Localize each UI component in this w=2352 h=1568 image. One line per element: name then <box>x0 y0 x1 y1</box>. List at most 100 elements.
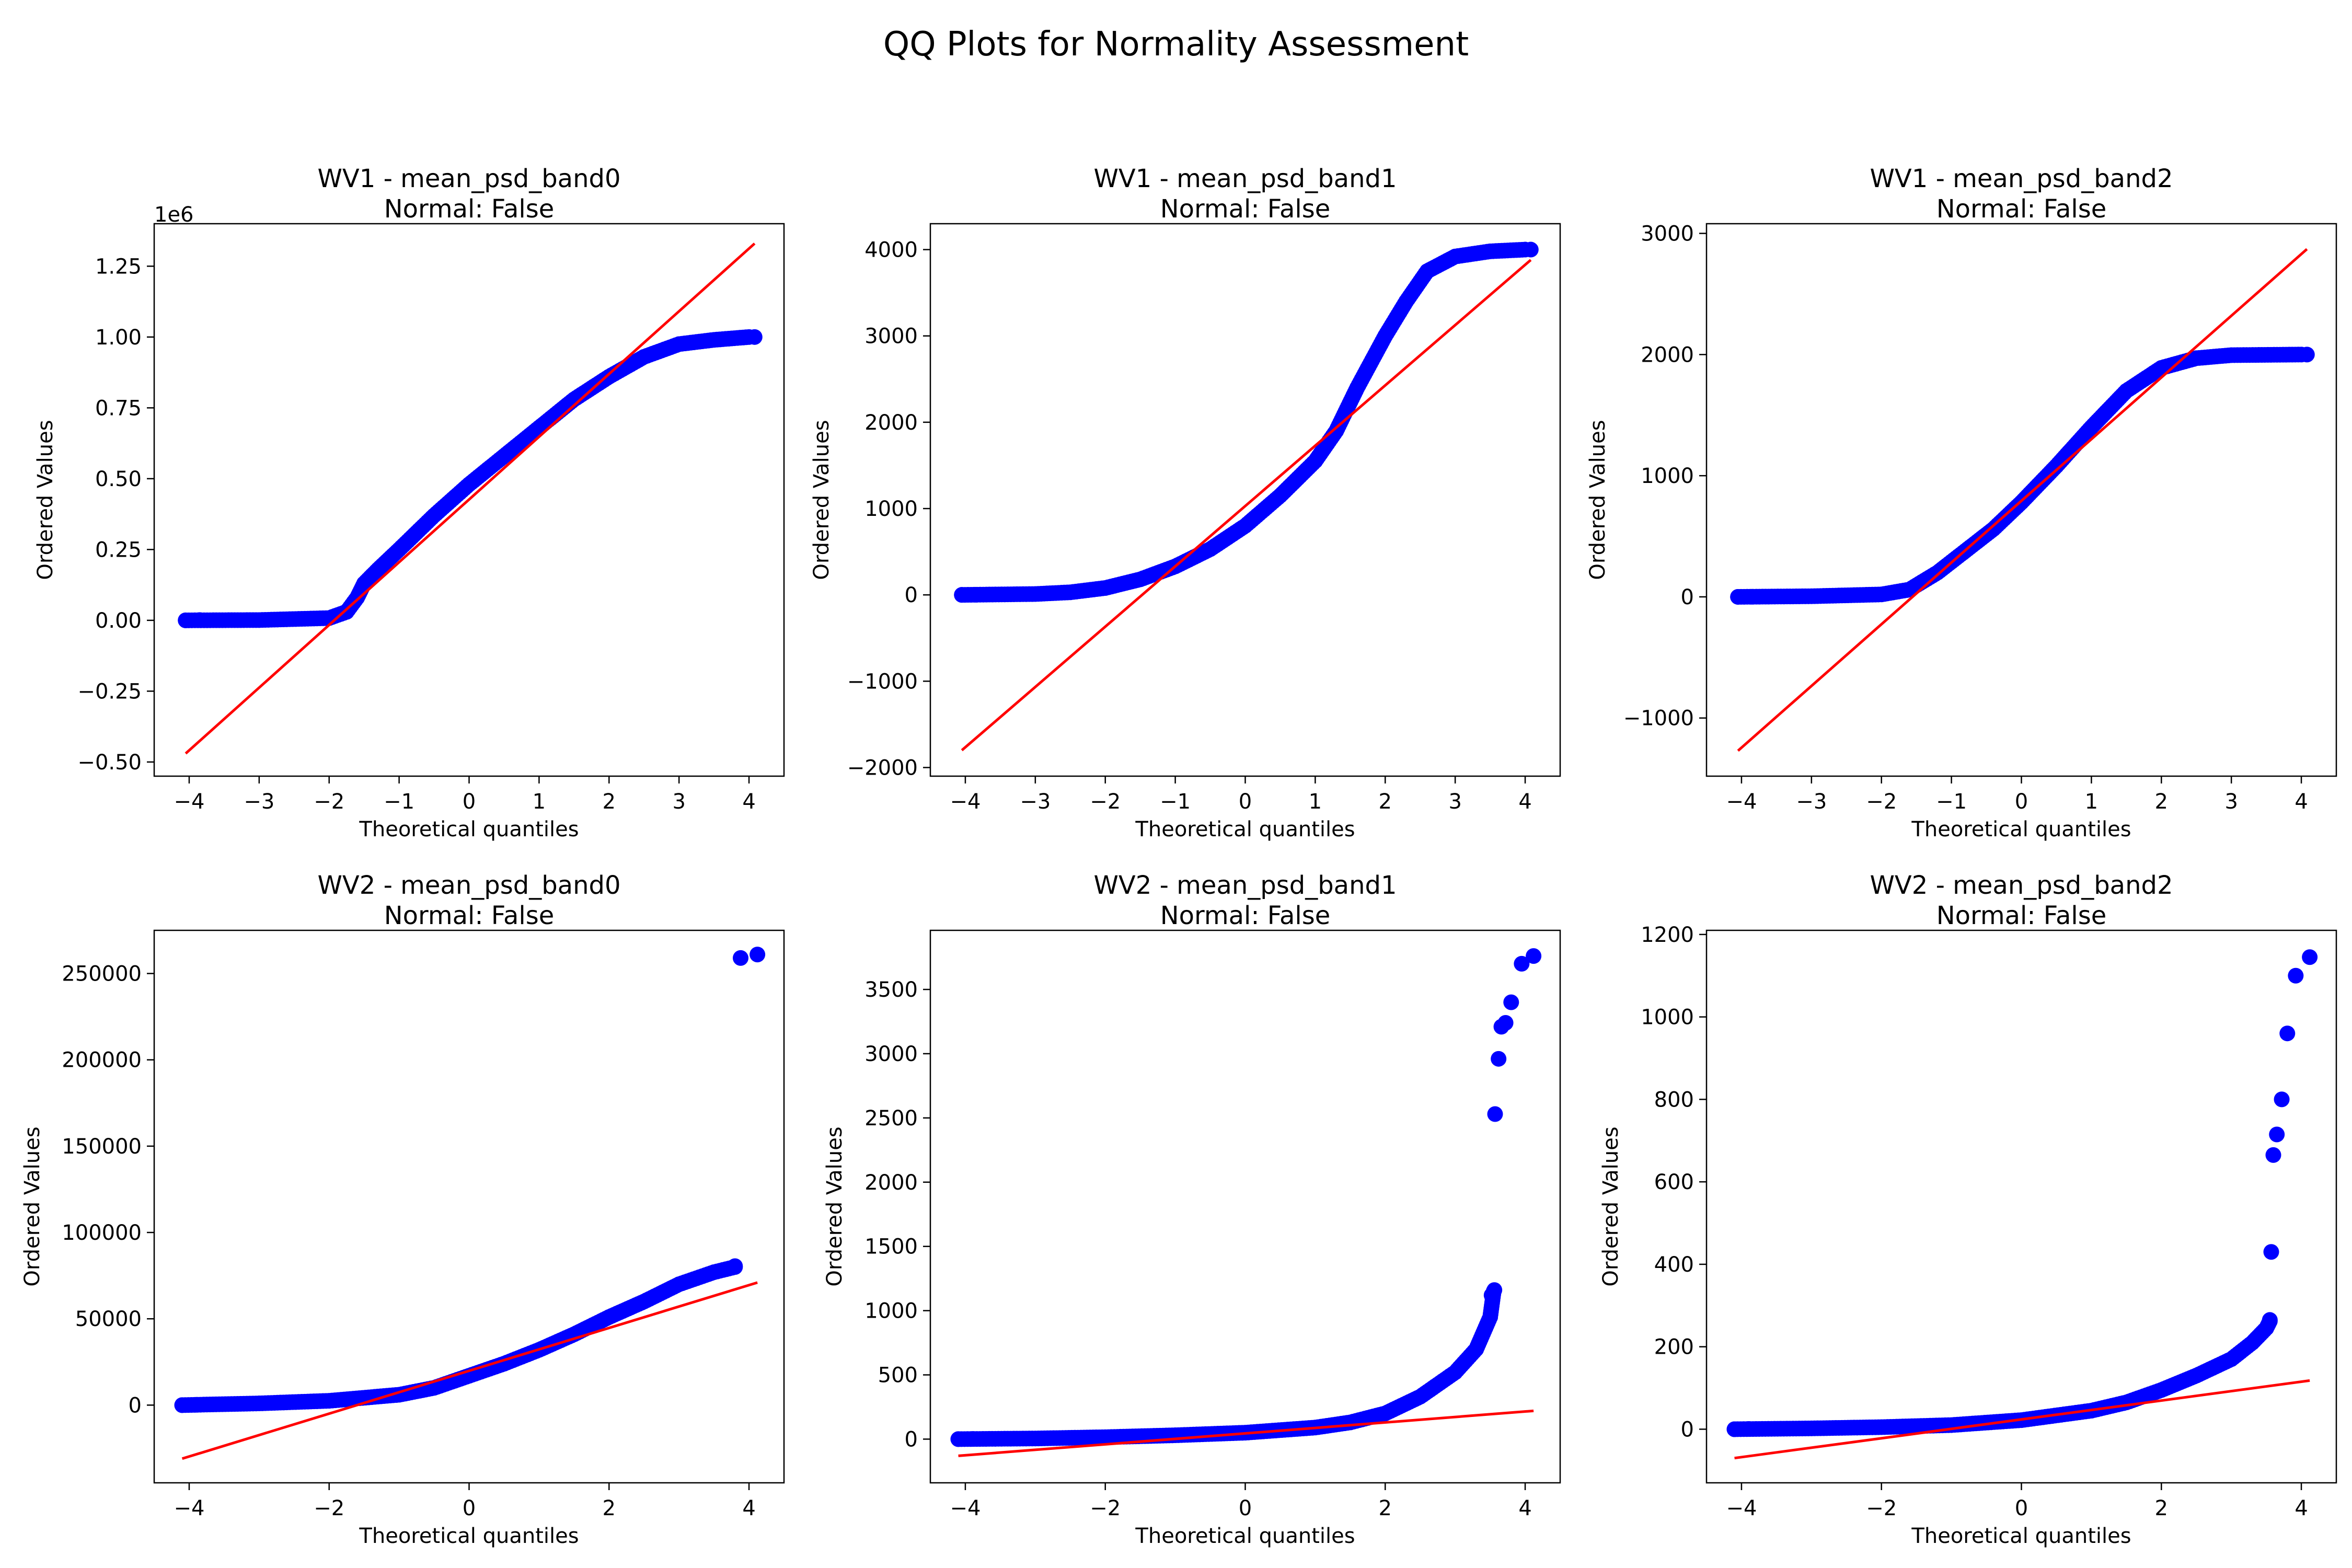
x-tick-label: 4 <box>2295 790 2308 814</box>
subplot-subtitle: Normal: False <box>1936 901 2107 930</box>
x-tick-label: 2 <box>2155 1496 2168 1520</box>
y-axis-label: Ordered Values <box>20 1126 44 1286</box>
y-tick-label: 3000 <box>864 1042 918 1066</box>
x-axis-label: Theoretical quantiles <box>1911 1524 2131 1548</box>
y-tick-label: 3000 <box>864 325 918 349</box>
axes-frame <box>1705 929 2337 1484</box>
data-point <box>2274 1091 2290 1108</box>
data-point <box>1740 1421 1757 1437</box>
y-tick-label: 0 <box>1681 585 1694 609</box>
data-point <box>964 1431 981 1447</box>
x-tick-label: −4 <box>950 790 981 814</box>
subplot-title: WV2 - mean_psd_band2 <box>1870 871 2173 900</box>
y-axis-label: Ordered Values <box>33 420 57 580</box>
data-point <box>1744 589 1760 605</box>
y-tick-label: 150000 <box>62 1135 142 1159</box>
x-axis-label: Theoretical quantiles <box>359 1524 579 1548</box>
y-tick-label: 500 <box>878 1364 918 1388</box>
y-tick-label: 1.00 <box>95 326 142 350</box>
data-point <box>1503 994 1519 1010</box>
y-tick-label: 1000 <box>1641 464 1694 488</box>
data-point <box>1523 241 1539 258</box>
data-point <box>1491 1051 1507 1067</box>
x-axis-label: Theoretical quantiles <box>1135 1524 1355 1548</box>
data-point <box>174 1397 190 1413</box>
fit-line <box>961 259 1532 752</box>
data-point <box>746 329 763 345</box>
y-tick-label: 1000 <box>864 497 918 521</box>
plot-area <box>950 948 1542 1457</box>
fit-line <box>1734 1379 2310 1460</box>
x-tick-label: 3 <box>2224 790 2238 814</box>
y-tick-label: 600 <box>1654 1170 1694 1194</box>
data-point <box>1514 955 1530 972</box>
x-axis-label: Theoretical quantiles <box>359 817 579 841</box>
data-point <box>178 612 194 628</box>
x-tick-label: 0 <box>463 1496 476 1520</box>
data-point <box>2269 1126 2285 1143</box>
x-tick-label: 0 <box>2015 790 2028 814</box>
y-tick-label: 0.75 <box>95 396 142 420</box>
x-tick-label: −3 <box>244 790 274 814</box>
x-tick-label: 4 <box>2295 1496 2308 1520</box>
y-tick-label: 0 <box>1681 1417 1694 1442</box>
y-tick-label: 200 <box>1654 1335 1694 1359</box>
data-point <box>1526 948 1542 964</box>
data-point <box>727 1258 743 1274</box>
y-tick-label: 800 <box>1654 1088 1694 1112</box>
y-tick-label: 2000 <box>864 411 918 435</box>
plot-area <box>178 243 763 755</box>
data-point <box>2265 1147 2281 1163</box>
y-tick-label: −1000 <box>1623 707 1694 731</box>
data-point <box>2302 949 2318 965</box>
x-tick-label: −1 <box>384 790 414 814</box>
data-point <box>192 612 208 628</box>
x-tick-label: 4 <box>1518 1496 1531 1520</box>
data-point <box>1487 1106 1503 1122</box>
data-point <box>950 1431 966 1447</box>
y-tick-label: 0.50 <box>95 467 142 491</box>
subplot-title: WV1 - mean_psd_band0 <box>317 164 620 193</box>
x-tick-label: −4 <box>1726 1496 1757 1520</box>
plot-area <box>1726 949 2318 1460</box>
y-tick-label: 200000 <box>62 1048 142 1073</box>
x-tick-label: 1 <box>2085 790 2098 814</box>
x-tick-label: −3 <box>1796 790 1827 814</box>
x-tick-label: −2 <box>1866 790 1897 814</box>
data-point <box>1497 1014 1514 1031</box>
x-tick-label: −2 <box>314 790 344 814</box>
y-tick-label: 0 <box>905 1427 918 1451</box>
x-tick-label: −2 <box>1866 1496 1897 1520</box>
plot-area <box>1730 248 2315 752</box>
subplot-subtitle: Normal: False <box>384 194 555 224</box>
plot-area <box>954 241 1539 752</box>
x-tick-label: 0 <box>1239 1496 1252 1520</box>
y-tick-label: −0.50 <box>77 751 142 775</box>
subplot-subtitle: Normal: False <box>1160 194 1331 224</box>
data-point <box>2288 967 2304 984</box>
y-axis-label: Ordered Values <box>823 1126 847 1286</box>
subplot-title: WV2 - mean_psd_band0 <box>317 871 620 900</box>
x-tick-label: −2 <box>314 1496 344 1520</box>
data-point <box>1486 1282 1503 1298</box>
x-tick-label: 2 <box>603 1496 616 1520</box>
data-point <box>954 587 970 603</box>
y-tick-label: 1000 <box>1641 1006 1694 1030</box>
x-tick-label: −1 <box>1160 790 1191 814</box>
x-tick-label: 0 <box>463 790 476 814</box>
y-tick-label: 2000 <box>1641 343 1694 367</box>
y-tick-label: 1.25 <box>95 255 142 279</box>
subplot-title: WV1 - mean_psd_band2 <box>1870 164 2173 193</box>
data-point <box>2299 347 2315 363</box>
y-tick-label: 2000 <box>864 1171 918 1195</box>
y-tick-label: 100000 <box>62 1221 142 1245</box>
x-tick-label: 0 <box>1239 790 1252 814</box>
x-tick-label: −1 <box>1936 790 1967 814</box>
x-tick-label: 3 <box>672 790 685 814</box>
y-tick-label: −1000 <box>847 670 918 694</box>
x-tick-label: −4 <box>174 1496 204 1520</box>
axes-frame <box>929 929 1561 1484</box>
x-tick-label: 0 <box>2015 1496 2028 1520</box>
